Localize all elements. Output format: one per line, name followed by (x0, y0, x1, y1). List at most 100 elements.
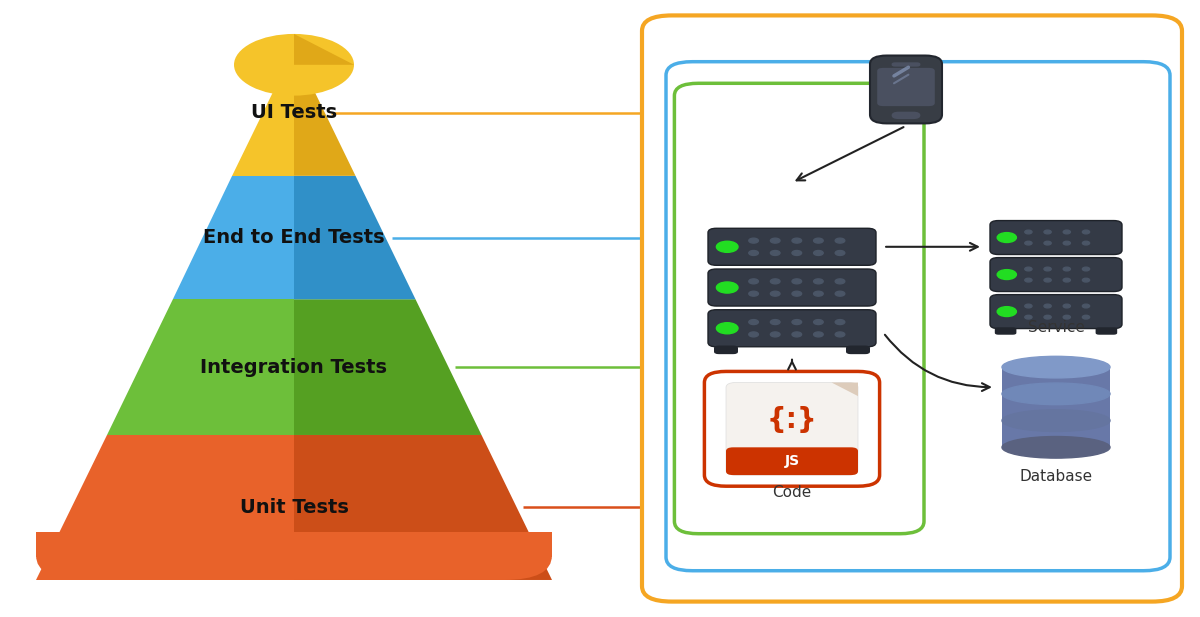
FancyBboxPatch shape (36, 534, 552, 580)
Circle shape (792, 251, 802, 255)
FancyBboxPatch shape (1096, 328, 1117, 334)
Circle shape (792, 238, 802, 243)
Polygon shape (294, 49, 355, 176)
Circle shape (814, 291, 823, 296)
Circle shape (1063, 241, 1070, 245)
FancyBboxPatch shape (990, 258, 1122, 292)
Circle shape (770, 238, 780, 243)
Circle shape (1082, 304, 1090, 308)
Circle shape (1063, 230, 1070, 234)
Polygon shape (832, 383, 858, 396)
Text: Integration Tests: Integration Tests (200, 358, 388, 376)
Circle shape (234, 34, 354, 96)
Circle shape (1025, 230, 1032, 234)
Circle shape (1044, 230, 1051, 234)
Circle shape (1082, 278, 1090, 282)
Circle shape (814, 320, 823, 325)
Circle shape (792, 291, 802, 296)
Circle shape (1082, 241, 1090, 245)
Polygon shape (173, 176, 294, 299)
Circle shape (749, 238, 758, 243)
Circle shape (792, 279, 802, 284)
Circle shape (749, 279, 758, 284)
FancyBboxPatch shape (36, 532, 552, 557)
Text: Unit Tests: Unit Tests (240, 498, 348, 517)
Ellipse shape (1002, 410, 1110, 431)
FancyBboxPatch shape (877, 68, 935, 106)
Circle shape (770, 251, 780, 255)
FancyBboxPatch shape (990, 295, 1122, 328)
FancyBboxPatch shape (726, 383, 858, 475)
Circle shape (749, 291, 758, 296)
Polygon shape (294, 435, 552, 580)
Polygon shape (294, 299, 481, 435)
Circle shape (1025, 278, 1032, 282)
Circle shape (1044, 278, 1051, 282)
Ellipse shape (1002, 437, 1110, 458)
FancyBboxPatch shape (708, 269, 876, 306)
Circle shape (1082, 267, 1090, 271)
FancyBboxPatch shape (726, 447, 858, 475)
Circle shape (770, 332, 780, 337)
Circle shape (835, 238, 845, 243)
Circle shape (835, 320, 845, 325)
Circle shape (770, 279, 780, 284)
Circle shape (814, 279, 823, 284)
FancyBboxPatch shape (714, 346, 738, 354)
Polygon shape (1002, 367, 1110, 447)
Circle shape (1044, 315, 1051, 319)
Circle shape (814, 251, 823, 255)
Circle shape (716, 241, 738, 252)
FancyBboxPatch shape (892, 112, 920, 119)
Text: Database: Database (1020, 469, 1092, 484)
Circle shape (749, 320, 758, 325)
FancyBboxPatch shape (892, 62, 920, 67)
Text: JS: JS (785, 454, 799, 468)
Circle shape (1025, 241, 1032, 245)
Text: {:}: {:} (767, 405, 817, 434)
FancyBboxPatch shape (995, 328, 1016, 334)
Circle shape (1044, 241, 1051, 245)
Polygon shape (294, 176, 415, 299)
Circle shape (1044, 267, 1051, 271)
Text: UI Tests: UI Tests (251, 103, 337, 122)
Circle shape (835, 332, 845, 337)
Circle shape (1082, 315, 1090, 319)
FancyBboxPatch shape (870, 56, 942, 123)
Polygon shape (233, 49, 294, 176)
Circle shape (835, 251, 845, 255)
Text: Service: Service (1027, 320, 1085, 335)
Ellipse shape (1002, 357, 1110, 378)
Circle shape (835, 291, 845, 296)
Circle shape (1025, 315, 1032, 319)
Circle shape (749, 251, 758, 255)
Polygon shape (294, 34, 354, 65)
FancyBboxPatch shape (708, 228, 876, 265)
Circle shape (997, 270, 1016, 280)
FancyBboxPatch shape (708, 310, 876, 347)
Circle shape (770, 320, 780, 325)
Circle shape (814, 238, 823, 243)
Text: Code: Code (773, 485, 811, 500)
Text: End to End Tests: End to End Tests (203, 228, 385, 247)
Circle shape (1025, 304, 1032, 308)
Circle shape (1082, 230, 1090, 234)
Polygon shape (36, 435, 294, 580)
Circle shape (1025, 267, 1032, 271)
Circle shape (1063, 267, 1070, 271)
FancyBboxPatch shape (990, 220, 1122, 254)
FancyBboxPatch shape (846, 346, 870, 354)
Ellipse shape (1002, 383, 1110, 405)
Circle shape (1063, 278, 1070, 282)
Circle shape (749, 332, 758, 337)
Circle shape (997, 233, 1016, 242)
Polygon shape (107, 299, 294, 435)
Circle shape (1063, 304, 1070, 308)
Circle shape (716, 323, 738, 334)
Circle shape (770, 291, 780, 296)
Circle shape (997, 307, 1016, 317)
Circle shape (1063, 315, 1070, 319)
Circle shape (814, 332, 823, 337)
Circle shape (1044, 304, 1051, 308)
Circle shape (792, 332, 802, 337)
